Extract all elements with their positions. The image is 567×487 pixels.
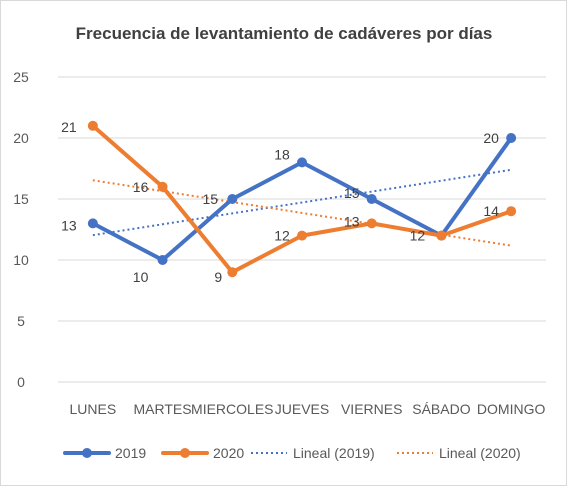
data-label-2019: 13 (61, 217, 77, 233)
gridlines (58, 76, 546, 383)
data-point-2020 (297, 230, 307, 241)
data-point-2020 (506, 206, 517, 217)
legend-marker (180, 448, 190, 458)
data-point-2019 (87, 218, 98, 229)
legend-label: Lineal (2019) (293, 445, 375, 461)
data-label-2019: 18 (274, 146, 290, 162)
x-tick-label: VIERNES (341, 401, 402, 417)
legend-label: 2020 (213, 445, 244, 461)
legend-item: 2020 (161, 445, 244, 461)
y-tick-label: 15 (13, 191, 29, 207)
legend-marker (82, 448, 92, 458)
data-point-2019 (157, 255, 168, 265)
legend-item: 2019 (63, 445, 146, 461)
y-axis-ticks: 0 5 10 15 20 25 (13, 69, 29, 390)
x-tick-label: SÁBADO (412, 401, 470, 417)
data-point-2020 (157, 181, 168, 192)
data-point-2020 (436, 230, 447, 241)
data-label-2020: 9 (214, 269, 222, 285)
legend-label: 2019 (115, 445, 146, 461)
trendline-2019 (92, 168, 512, 237)
data-point-2020 (87, 120, 98, 131)
y-tick-label: 0 (17, 374, 25, 390)
legend-item: Lineal (2019) (251, 445, 375, 461)
x-tick-label: MARTES (134, 401, 192, 417)
data-label-2020: 16 (133, 179, 149, 195)
data-label-2020: 13 (344, 213, 360, 229)
data-point-2020 (366, 218, 377, 229)
y-tick-label: 5 (17, 313, 25, 329)
data-label-2019: 20 (483, 130, 499, 146)
data-label-2020: 12 (274, 228, 290, 244)
data-label-2019: 10 (133, 269, 149, 285)
x-tick-label: DOMINGO (477, 401, 546, 417)
data-point-2019 (297, 157, 307, 168)
x-tick-label: MIERCOLES (191, 401, 273, 417)
legend-label: Lineal (2020) (439, 445, 521, 461)
y-tick-label: 20 (13, 130, 29, 146)
data-label-2019: 15 (202, 191, 218, 207)
y-tick-label: 10 (13, 252, 29, 268)
series-lines (87, 120, 517, 278)
legend: 2019 2020 Lineal (2019) Lineal (2020) (63, 445, 521, 461)
x-tick-label: JUEVES (275, 401, 329, 417)
legend-item: Lineal (2020) (397, 445, 521, 461)
data-label-2019: 15 (344, 185, 360, 201)
data-label-2020: 21 (61, 119, 77, 135)
x-tick-label: LUNES (70, 401, 117, 417)
data-point-2019 (506, 133, 517, 143)
data-label-2019: 12 (410, 228, 426, 244)
y-tick-label: 25 (13, 69, 29, 85)
chart-title: Frecuencia de levantamiento de cadáveres… (76, 24, 493, 43)
data-labels: 13 10 15 18 15 12 20 21 16 9 12 13 14 (61, 119, 499, 285)
x-axis-ticks: LUNES MARTES MIERCOLES JUEVES VIERNES SÁBADO D… (70, 401, 546, 417)
data-point-2020 (227, 267, 238, 278)
data-label-2020: 14 (483, 203, 499, 219)
data-point-2019 (366, 194, 377, 204)
data-point-2019 (227, 194, 238, 204)
